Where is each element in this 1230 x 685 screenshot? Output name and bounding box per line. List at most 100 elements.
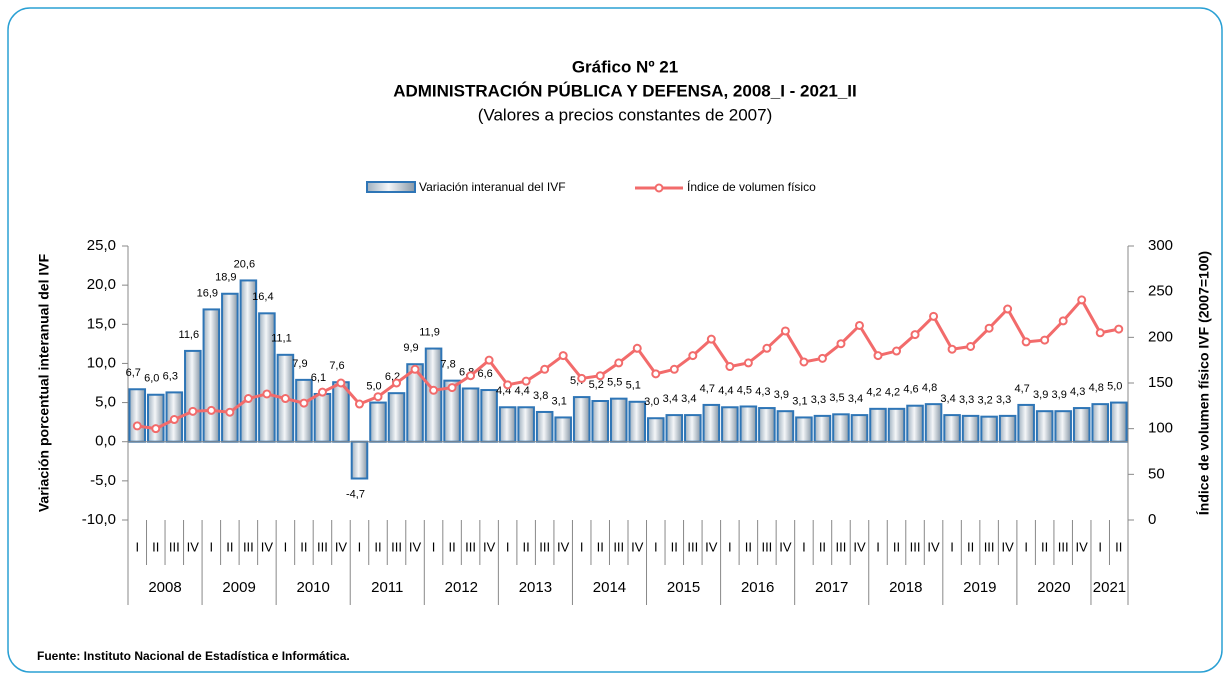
line-marker	[780, 326, 790, 336]
data-label: 3,9	[774, 389, 789, 401]
data-label: 16,4	[252, 291, 273, 303]
data-label: 3,0	[644, 396, 659, 408]
x-tick-label: IV	[261, 539, 274, 554]
legend-swatch	[654, 183, 664, 193]
x-tick-label: I	[580, 539, 584, 554]
data-label: 6,6	[477, 368, 492, 380]
bar	[572, 396, 591, 443]
line-marker	[206, 405, 216, 415]
line-marker	[651, 369, 661, 379]
data-label: 6,3	[163, 370, 178, 382]
line-marker	[225, 407, 235, 417]
bar	[998, 414, 1017, 443]
line-marker	[799, 357, 809, 367]
line-marker	[836, 339, 846, 349]
line-marker	[632, 343, 642, 353]
chart-note: (Valores a precios constantes de 2007)	[478, 105, 773, 124]
x-tick-label: III	[761, 539, 772, 554]
y-tick-label: -10,0	[82, 511, 116, 528]
data-label: 3,4	[848, 393, 863, 405]
x-tick-label: I	[1024, 539, 1028, 554]
line-marker	[688, 351, 698, 361]
y2-tick-label: 200	[1148, 328, 1173, 345]
data-label: 4,2	[885, 387, 900, 399]
y2-tick-label: 0	[1148, 511, 1156, 528]
x-tick-label: IV	[1001, 539, 1014, 554]
bar	[813, 414, 832, 443]
data-label: 11,9	[419, 326, 440, 338]
x-tick-label: II	[523, 539, 530, 554]
bar	[1072, 407, 1091, 443]
line-marker	[854, 320, 864, 330]
x-tick-label: II	[152, 539, 159, 554]
bar	[184, 349, 202, 443]
bar	[1035, 410, 1054, 443]
bar	[943, 414, 961, 443]
bar	[906, 404, 924, 443]
x-tick-label: IV	[779, 539, 792, 554]
x-tick-label: II	[448, 539, 455, 554]
y-tick-label: 15,0	[87, 315, 116, 332]
group-label: 2018	[889, 579, 922, 596]
x-tick-label: I	[728, 539, 732, 554]
bar	[517, 406, 535, 443]
line-marker	[595, 371, 605, 381]
data-label: 11,1	[271, 333, 292, 345]
data-label: 4,4	[718, 385, 733, 397]
data-label: 7,6	[329, 360, 344, 372]
y-axis-label: Variación porcentual interanual del IVF	[36, 253, 52, 512]
bar	[647, 417, 665, 443]
line-marker	[262, 389, 272, 399]
data-label: 9,9	[403, 342, 418, 354]
group-label: 2011	[371, 579, 403, 596]
x-tick-label: I	[210, 539, 214, 554]
bar	[869, 407, 887, 443]
source: Fuente: Instituto Nacional de Estadístic…	[37, 649, 350, 663]
y-tick-label: -5,0	[90, 472, 116, 489]
group-label: 2012	[445, 579, 478, 596]
data-label: 6,1	[311, 372, 326, 384]
legend-label: Variación interanual del IVF	[419, 180, 566, 194]
bar	[961, 414, 980, 443]
bar	[721, 406, 739, 443]
bar	[239, 279, 258, 443]
y-tick-label: 0,0	[95, 433, 116, 450]
legend-label: Índice de volumen físico	[687, 179, 816, 194]
line-marker	[762, 343, 772, 353]
line-marker	[484, 355, 494, 365]
line-marker	[503, 380, 513, 390]
line-marker	[1003, 304, 1013, 314]
bar	[739, 405, 758, 443]
line-marker	[910, 330, 920, 340]
bar	[480, 389, 498, 443]
x-tick-label: I	[358, 539, 362, 554]
data-label: 5,5	[607, 377, 622, 389]
x-tick-label: IV	[557, 539, 570, 554]
line-marker	[336, 378, 346, 388]
x-tick-label: II	[374, 539, 381, 554]
group-label: 2009	[222, 579, 255, 596]
bar	[221, 292, 239, 443]
x-tick-label: I	[876, 539, 880, 554]
y2-tick-label: 150	[1148, 374, 1173, 391]
y-tick-label: 20,0	[87, 276, 116, 293]
x-tick-label: II	[745, 539, 752, 554]
bar	[684, 414, 702, 443]
x-tick-label: II	[893, 539, 900, 554]
line-marker	[429, 385, 439, 395]
line-marker	[132, 421, 142, 431]
data-label: 5,1	[626, 380, 641, 392]
line-marker	[743, 358, 753, 368]
data-label: 4,5	[737, 384, 752, 396]
bar	[1054, 410, 1072, 443]
bar	[795, 416, 813, 443]
bar	[350, 440, 369, 480]
bar	[628, 400, 647, 443]
bar	[887, 407, 906, 443]
x-tick-label: III	[391, 539, 402, 554]
x-tick-label: IV	[927, 539, 940, 554]
x-tick-label: II	[671, 539, 678, 554]
x-tick-label: I	[654, 539, 658, 554]
y2-axis-label: Índice de volumen físico IVF (2007=100)	[1196, 251, 1212, 515]
x-tick-label: III	[317, 539, 328, 554]
